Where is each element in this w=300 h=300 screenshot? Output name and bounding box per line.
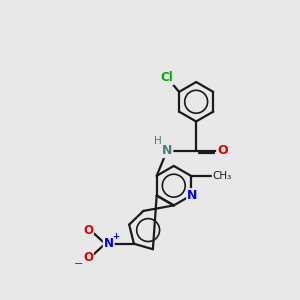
Text: O: O <box>83 250 93 264</box>
Text: +: + <box>112 232 119 241</box>
Text: −: − <box>74 259 83 269</box>
Text: CH₃: CH₃ <box>213 171 232 181</box>
Text: N: N <box>104 237 114 250</box>
Text: O: O <box>83 224 93 237</box>
Text: Cl: Cl <box>160 71 173 84</box>
Text: H: H <box>154 136 161 146</box>
Text: N: N <box>187 189 197 202</box>
Text: O: O <box>217 144 228 157</box>
Text: N: N <box>162 144 172 157</box>
